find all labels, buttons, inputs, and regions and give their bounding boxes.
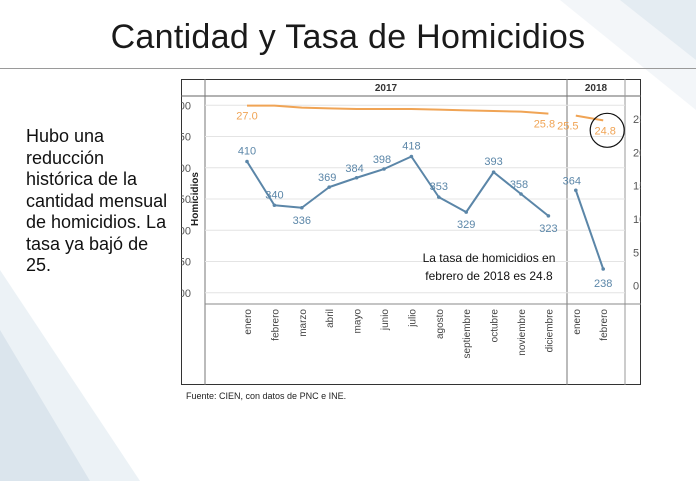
y-tick-left: 350 (181, 194, 191, 206)
source-note: Fuente: CIEN, con datos de PNC e INE. (186, 391, 347, 401)
y-tick-left: 450 (181, 132, 191, 144)
data-label: 393 (484, 156, 502, 168)
category-label: agosto (435, 309, 446, 339)
y-tick-left: 300 (181, 225, 191, 237)
y-tick-right: 20 (633, 147, 641, 159)
data-point (272, 203, 277, 208)
category-label: enero (243, 309, 254, 335)
data-label: 336 (293, 215, 311, 227)
series-line-tasa (575, 114, 604, 122)
category-label: marzo (298, 309, 309, 337)
data-label: 25.5 (557, 121, 578, 133)
slide-body-text: Hubo una reducción histórica de la canti… (26, 126, 168, 275)
series-line-homicidios (574, 189, 605, 270)
y-tick-right: 10 (633, 214, 641, 226)
data-point (354, 175, 359, 180)
chart-annotation: febrero de 2018 es 24.8 (425, 269, 553, 283)
category-label: junio (380, 309, 391, 332)
category-label: julio (407, 309, 418, 328)
category-label: abril (325, 309, 336, 328)
chart-frame (181, 79, 641, 385)
y-tick-left: 250 (181, 257, 191, 269)
homicides-chart: 2017 2018 200 250 300 350 400 450 500 0 5 10 15 20 25 H… (181, 79, 641, 385)
category-label: mayo (353, 309, 364, 334)
category-label: febrero (270, 309, 281, 341)
category-label: noviembre (517, 309, 528, 356)
year-label-2017: 2017 (375, 83, 398, 94)
y-tick-left: 200 (181, 288, 191, 300)
chart-annotation: La tasa de homicidios en (423, 251, 556, 265)
y-tick-left: 500 (181, 100, 191, 112)
series-line-tasa (247, 104, 549, 115)
data-label: 323 (539, 223, 557, 235)
data-label: 353 (430, 181, 448, 193)
data-label: 27.0 (236, 111, 257, 123)
y-tick-right: 25 (633, 114, 641, 126)
data-label: 24.8 (594, 125, 615, 137)
data-label: 340 (265, 189, 283, 201)
data-point (437, 195, 441, 199)
data-label: 329 (457, 219, 475, 231)
y-tick-right: 0 (633, 281, 639, 293)
y-tick-left: 400 (181, 163, 191, 175)
y-axis-title-left: Homicidios (190, 172, 201, 226)
slide-title: Cantidad y Tasa de Homicidios (110, 18, 586, 56)
data-point (601, 267, 605, 271)
highlight-circle (589, 112, 625, 148)
data-point (245, 159, 249, 164)
category-label: octubre (490, 309, 501, 343)
data-label: 358 (510, 179, 528, 191)
data-point (300, 205, 304, 210)
data-point (546, 214, 551, 218)
data-point (327, 185, 331, 189)
y-tick-right: 15 (633, 181, 641, 193)
year-label-2018: 2018 (585, 83, 608, 94)
data-point (409, 154, 414, 159)
data-label: 25.8 (534, 119, 555, 131)
data-label: 398 (373, 154, 391, 166)
category-label: diciembre (544, 309, 555, 353)
title-divider (0, 68, 696, 69)
data-point (519, 192, 523, 196)
data-point (574, 188, 578, 193)
data-label: 384 (345, 163, 363, 175)
y-tick-right: 5 (633, 247, 639, 259)
data-point (491, 170, 496, 174)
data-label: 364 (563, 175, 581, 187)
data-point (382, 167, 386, 171)
data-label: 410 (238, 146, 256, 158)
data-point (464, 210, 469, 214)
series-line-homicidios (246, 155, 550, 217)
category-label: febrero (599, 309, 610, 341)
category-label: enero (572, 309, 583, 335)
data-label: 238 (594, 278, 612, 290)
data-label: 418 (402, 141, 420, 153)
data-label: 369 (318, 172, 336, 184)
category-label: septiembre (462, 309, 473, 359)
